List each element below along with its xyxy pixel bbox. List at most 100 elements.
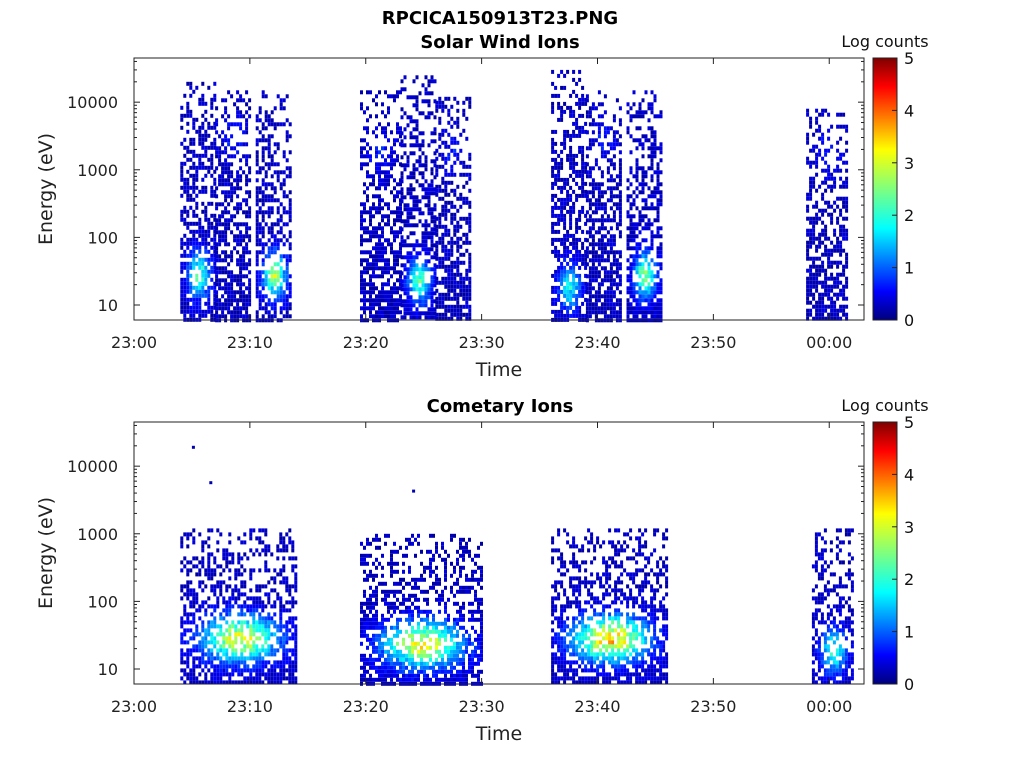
heatmap-cell [557, 205, 561, 210]
heatmap-cell [276, 672, 280, 677]
heatmap-cell [656, 302, 660, 307]
heatmap-cell [210, 612, 214, 617]
heatmap-cell [441, 176, 445, 181]
heatmap-cell [270, 154, 274, 159]
heatmap-cell [234, 640, 238, 645]
heatmap-cell [845, 252, 849, 257]
heatmap-cell [252, 656, 256, 661]
heatmap-cell [430, 215, 434, 220]
heatmap-cell [248, 262, 252, 267]
heatmap-cell [189, 628, 193, 633]
heatmap-cell [647, 226, 651, 231]
heatmap-cell [609, 298, 613, 303]
heatmap-cell [264, 94, 268, 99]
heatmap-cell [236, 178, 240, 183]
heatmap-cell [833, 184, 837, 189]
heatmap-cell [459, 288, 463, 293]
heatmap-cell [390, 565, 393, 570]
heatmap-cell [192, 185, 196, 190]
heatmap-cell [215, 270, 219, 275]
heatmap-cell [444, 160, 448, 165]
heatmap-cell [551, 273, 555, 278]
heatmap-cell [450, 288, 454, 293]
heatmap-cell [824, 272, 828, 277]
heatmap-cell [204, 289, 208, 294]
heatmap-cell [285, 262, 289, 267]
heatmap-cell [227, 254, 231, 259]
heatmap-cell [215, 150, 219, 155]
heatmap-cell [609, 226, 613, 231]
heatmap-cell [245, 302, 249, 307]
heatmap-cell [221, 98, 225, 103]
heatmap-cell [830, 284, 834, 289]
heatmap-cell [282, 580, 286, 585]
heatmap-cell [291, 648, 295, 653]
heatmap-cell [221, 234, 225, 239]
heatmap-cell [363, 677, 366, 682]
heatmap-cell [578, 105, 582, 110]
heatmap-cell [261, 620, 265, 625]
heatmap-cell [222, 668, 226, 673]
heatmap-cell [224, 230, 228, 235]
heatmap-cell [603, 270, 607, 275]
heatmap-cell [369, 665, 372, 670]
heatmap-cell [183, 93, 187, 98]
heatmap-cell [842, 216, 846, 221]
heatmap-cell [409, 231, 413, 236]
heatmap-cell [378, 178, 381, 183]
heatmap-cell [216, 596, 220, 601]
heatmap-cell [252, 528, 256, 533]
heatmap-cell [468, 96, 472, 101]
heatmap-cell [285, 270, 289, 275]
heatmap-cell [189, 560, 193, 565]
heatmap-cell [375, 242, 378, 247]
heatmap-cell [267, 282, 271, 287]
heatmap-cell [430, 171, 434, 176]
heatmap-cell [393, 222, 396, 227]
x-tick-label: 23:10 [227, 333, 273, 352]
heatmap-cell [201, 81, 205, 86]
heatmap-cell [180, 676, 184, 681]
heatmap-cell [812, 272, 816, 277]
heatmap-cell [261, 198, 265, 203]
heatmap-cell [444, 228, 448, 233]
heatmap-cell [600, 218, 604, 223]
heatmap-cell [276, 286, 280, 291]
heatmap-cell [581, 157, 585, 162]
panel-solar-wind-xlabel: Time [475, 359, 523, 381]
heatmap-cell [273, 632, 277, 637]
heatmap-cell [198, 221, 202, 226]
heatmap-cell [261, 182, 265, 187]
heatmap-cell [656, 190, 660, 195]
heatmap-cell [438, 312, 442, 317]
heatmap-cell [560, 217, 564, 222]
heatmap-cell [403, 167, 407, 172]
heatmap-cell [659, 306, 663, 311]
heatmap-cell [560, 289, 564, 294]
heatmap-cell [824, 148, 828, 153]
heatmap-cell [239, 258, 243, 263]
heatmap-cell [824, 232, 828, 237]
heatmap-cell [245, 158, 249, 163]
heatmap-cell [415, 139, 419, 144]
heatmap-cell [647, 154, 651, 159]
heatmap-cell [201, 285, 205, 290]
heatmap-cell [195, 245, 199, 250]
heatmap-cell [285, 222, 289, 227]
heatmap-cell [588, 182, 592, 187]
heatmap-cell [195, 285, 199, 290]
heatmap-cell [581, 173, 585, 178]
heatmap-cell [242, 238, 246, 243]
heatmap-cell [236, 210, 240, 215]
heatmap-cell [830, 204, 834, 209]
heatmap-cell [572, 269, 576, 274]
heatmap-cell [641, 182, 645, 187]
heatmap-cell [381, 274, 384, 279]
heatmap-cell [418, 279, 422, 284]
heatmap-cell [363, 146, 366, 151]
heatmap-cell [647, 294, 651, 299]
heatmap-cell [557, 277, 561, 282]
heatmap-cell [656, 286, 660, 291]
heatmap-cell [204, 165, 208, 170]
heatmap-cell [384, 649, 387, 654]
